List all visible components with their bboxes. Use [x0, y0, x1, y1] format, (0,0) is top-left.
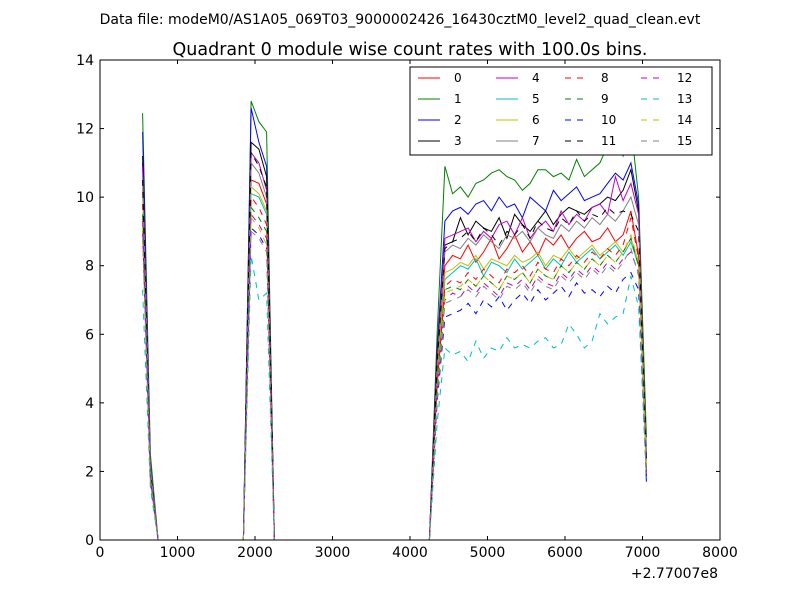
x-tick-label: 7000	[625, 545, 661, 561]
legend-label-13: 13	[677, 92, 692, 106]
y-tick-label: 6	[85, 327, 94, 343]
x-tick-label: 4000	[392, 545, 428, 561]
y-tick-label: 10	[76, 190, 94, 206]
legend-label-10: 10	[601, 113, 616, 127]
legend-label-12: 12	[677, 71, 692, 85]
x-tick-label: 8000	[702, 545, 738, 561]
axis-ticks: 0 1000 2000 3000 4000 5000 6000 7000 80000246810…	[76, 53, 738, 561]
legend-label-2: 2	[454, 113, 462, 127]
legend-label-14: 14	[677, 113, 692, 127]
chart-title: Quadrant 0 module wise count rates with …	[173, 40, 648, 60]
legend-label-15: 15	[677, 134, 692, 148]
series-line-13	[142, 255, 647, 541]
legend-label-6: 6	[532, 113, 540, 127]
suptitle: Data file: modeM0/AS1A05_069T03_90000024…	[100, 12, 701, 28]
legend-label-3: 3	[454, 134, 462, 148]
legend-label-7: 7	[532, 134, 540, 148]
x-tick-label: 5000	[470, 545, 506, 561]
y-tick-label: 12	[76, 122, 94, 138]
y-tick-label: 0	[85, 533, 94, 549]
x-tick-label: 2000	[237, 545, 273, 561]
legend-label-1: 1	[454, 92, 462, 106]
x-tick-label: 1000	[160, 545, 196, 561]
legend-label-4: 4	[532, 71, 540, 85]
legend-label-9: 9	[601, 92, 609, 106]
x-tick-label: 3000	[315, 545, 351, 561]
series-line-8	[142, 195, 647, 541]
legend-label-0: 0	[454, 71, 462, 85]
legend-label-8: 8	[601, 71, 609, 85]
x-offset-label: +2.77007e8	[631, 566, 718, 582]
y-tick-label: 8	[85, 259, 94, 275]
y-tick-label: 14	[76, 53, 94, 69]
legend-box	[409, 66, 713, 156]
axes-frame	[99, 59, 721, 541]
x-tick-label: 6000	[547, 545, 583, 561]
legend-label-5: 5	[532, 92, 540, 106]
x-tick-label: 0	[96, 545, 105, 561]
y-tick-label: 2	[85, 464, 94, 480]
legend-label-11: 11	[601, 134, 616, 148]
y-tick-label: 4	[85, 396, 94, 412]
